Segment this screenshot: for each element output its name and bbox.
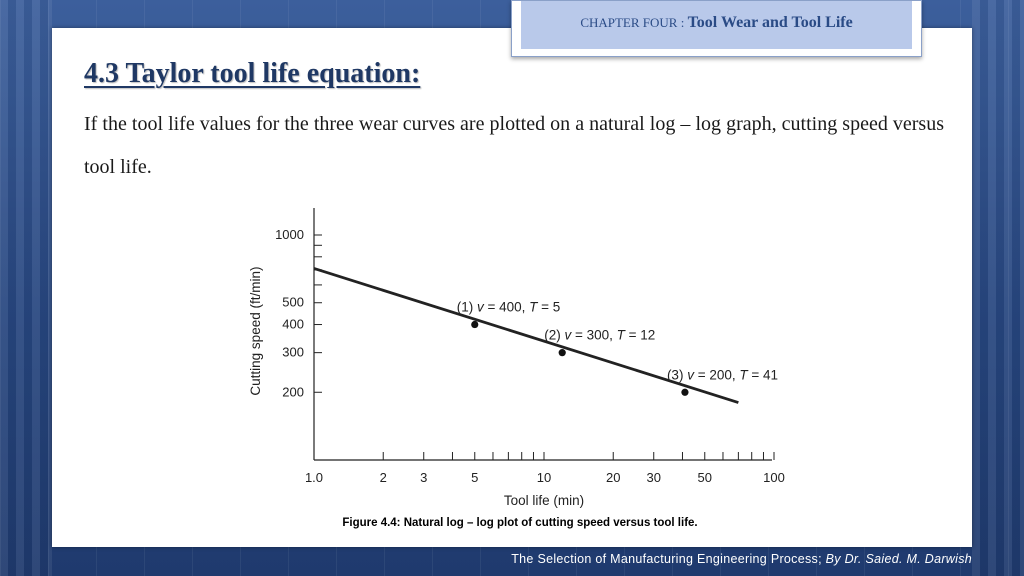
y-tick-label: 300 bbox=[282, 345, 304, 360]
log-log-chart: 1.0 2 3 5 10 20 30 50 100 200 300 400 500 1000 Tool li… bbox=[248, 208, 785, 508]
x-tick-label: 30 bbox=[647, 470, 661, 485]
data-point-label-3: (3) v = 200, T = 41 bbox=[667, 367, 778, 382]
y-tick-label: 1000 bbox=[275, 227, 304, 242]
x-axis-title: Tool life (min) bbox=[504, 493, 584, 508]
slide-title: 4.3 Taylor tool life equation: bbox=[84, 58, 421, 89]
data-point-3 bbox=[681, 388, 689, 396]
y-tick-label: 500 bbox=[282, 295, 304, 310]
chapter-title: Tool Wear and Tool Life bbox=[687, 14, 853, 31]
y-tick-label: 400 bbox=[282, 317, 304, 332]
chapter-prefix: CHAPTER FOUR : bbox=[580, 15, 688, 30]
x-tick-label: 2 bbox=[380, 470, 387, 485]
footer-author: By Dr. Saied. M. Darwish bbox=[825, 552, 972, 566]
y-tick-label: 200 bbox=[282, 384, 304, 399]
figure-caption: Figure 4.4: Natural log – log plot of cu… bbox=[342, 517, 698, 529]
right-stripe-decoration bbox=[972, 0, 1024, 576]
chapter-header-box: CHAPTER FOUR : Tool Wear and Tool Life bbox=[521, 1, 912, 49]
y-axis-title: Cutting speed (ft/min) bbox=[248, 267, 263, 396]
slide-body-text: If the tool life values for the three we… bbox=[84, 113, 944, 178]
footer: The Selection of Manufacturing Engineeri… bbox=[511, 552, 972, 566]
x-tick-label: 100 bbox=[763, 470, 785, 485]
x-tick-label: 1.0 bbox=[305, 470, 323, 485]
x-tick-label: 20 bbox=[606, 470, 620, 485]
taylor-line bbox=[313, 267, 739, 404]
x-tick-label: 3 bbox=[420, 470, 427, 485]
left-stripe-decoration bbox=[0, 0, 52, 576]
data-point-1 bbox=[471, 320, 479, 329]
x-tick-label: 10 bbox=[537, 470, 551, 485]
data-point-label-2: (2) v = 300, T = 12 bbox=[544, 328, 655, 343]
x-tick-label: 5 bbox=[471, 470, 478, 485]
data-point-2 bbox=[558, 349, 566, 357]
chapter-header: CHAPTER FOUR : Tool Wear and Tool Life bbox=[511, 0, 922, 57]
x-tick-label: 50 bbox=[698, 470, 712, 485]
data-point-label-1: (1) v = 400, T = 5 bbox=[457, 300, 561, 315]
footer-text: The Selection of Manufacturing Engineeri… bbox=[511, 552, 826, 566]
